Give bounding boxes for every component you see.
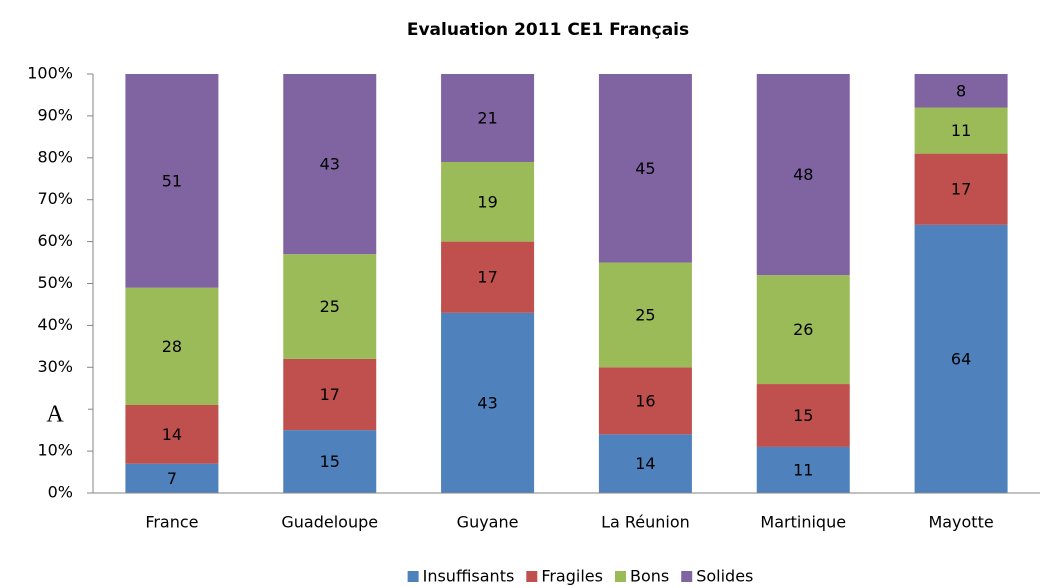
legend-swatch	[614, 571, 626, 582]
y-tick-label: 10%	[37, 441, 73, 460]
data-label: 17	[951, 180, 971, 199]
bar-segment	[914, 107, 1008, 154]
bar-segment	[598, 74, 692, 263]
data-label: 43	[320, 155, 340, 174]
data-label: 51	[162, 171, 182, 190]
bar-segment	[598, 434, 692, 493]
x-tick-label: Guyane	[457, 513, 519, 532]
legend-label: Bons	[630, 567, 669, 586]
x-tick-label: Martinique	[760, 513, 846, 532]
data-label: 16	[635, 391, 655, 410]
bar-segment	[125, 463, 219, 493]
data-label: 28	[162, 337, 182, 356]
bar-segment	[756, 384, 850, 447]
bar-segment	[756, 74, 850, 276]
legend-label: Insuffisants	[423, 567, 515, 586]
legend-swatch	[681, 571, 693, 582]
bar-segment	[283, 74, 377, 255]
bar-segment	[441, 161, 535, 242]
y-tick-label: 40%	[37, 315, 73, 334]
y-tick-label: 30%	[37, 357, 73, 376]
bar-segment	[283, 430, 377, 493]
legend-label: Fragiles	[541, 567, 603, 586]
y-tick-label: 60%	[37, 231, 73, 250]
legend-swatch	[407, 571, 419, 582]
x-tick-label: La Réunion	[601, 513, 690, 532]
x-tick-label: Mayotte	[928, 513, 993, 532]
data-label: 15	[793, 406, 813, 425]
bar-segment	[441, 74, 535, 162]
data-label: 43	[477, 393, 497, 412]
data-label: 45	[635, 159, 655, 178]
legend-label: Solides	[696, 567, 753, 586]
y-tick-label: 70%	[37, 189, 73, 208]
bar-segment	[756, 446, 850, 493]
annotation: A	[46, 402, 64, 428]
data-label: 19	[477, 192, 497, 211]
y-tick-label: 50%	[37, 273, 73, 292]
data-label: 11	[951, 121, 971, 140]
data-label: 11	[793, 460, 813, 479]
bar-segment	[914, 74, 1008, 108]
data-label: 7	[167, 469, 177, 488]
data-label: 64	[951, 349, 971, 368]
bar-segment	[125, 287, 219, 406]
bar-segment	[283, 254, 377, 359]
x-tick-label: France	[145, 513, 198, 532]
y-tick-label: 100%	[27, 64, 73, 83]
bar-segment	[125, 405, 219, 464]
y-tick-label: 0%	[48, 483, 73, 502]
data-label: 21	[477, 108, 497, 127]
bar-segment	[756, 275, 850, 385]
bar-segment	[914, 153, 1008, 225]
data-label: 17	[320, 385, 340, 404]
data-label: 26	[793, 320, 813, 339]
data-label: 14	[635, 454, 655, 473]
bar-segment	[598, 367, 692, 435]
data-label: 25	[635, 305, 655, 324]
bar-segment	[914, 224, 1008, 493]
annotation-bg	[28, 398, 88, 428]
chart-title: Evaluation 2011 CE1 Français	[407, 20, 689, 40]
y-tick-label: 80%	[37, 147, 73, 166]
data-label: 14	[162, 425, 182, 444]
data-label: 8	[956, 81, 966, 100]
bar-segment	[283, 358, 377, 431]
data-label: 15	[320, 452, 340, 471]
bar-segment	[125, 74, 219, 288]
data-label: 25	[320, 297, 340, 316]
x-tick-label: Guadeloupe	[281, 513, 378, 532]
data-label: 17	[477, 268, 497, 287]
bar-segment	[598, 262, 692, 368]
bar-segment	[441, 241, 535, 313]
legend-swatch	[526, 571, 538, 582]
data-label: 48	[793, 165, 813, 184]
bar-segment	[441, 312, 535, 493]
y-tick-label: 90%	[37, 105, 73, 124]
